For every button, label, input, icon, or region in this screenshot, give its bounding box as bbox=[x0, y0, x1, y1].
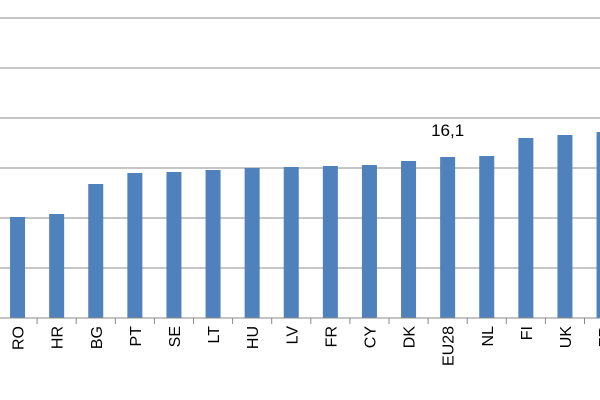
x-tick-label: DK bbox=[402, 326, 419, 349]
bar-fi bbox=[518, 138, 534, 318]
bar-dk bbox=[401, 161, 417, 318]
bar-ro bbox=[10, 217, 26, 318]
x-tick-label: UK bbox=[558, 326, 575, 349]
x-tick-label: BG bbox=[89, 326, 106, 349]
x-tick-label: HR bbox=[50, 326, 67, 349]
x-tick-labels: RO HR BG PT SE LT HU LV FR CY DK EU28 NL FI UK FR bbox=[11, 326, 600, 366]
bar-hr bbox=[49, 214, 65, 318]
bar-hu bbox=[244, 168, 260, 318]
bar-nl bbox=[479, 156, 495, 318]
x-tick-label: NL bbox=[480, 326, 497, 347]
x-tick-label: CY bbox=[362, 326, 379, 349]
bar-eu28 bbox=[440, 157, 456, 318]
x-tick-label: FR bbox=[323, 326, 340, 347]
bar-lt bbox=[205, 170, 221, 318]
data-labels: 16,1 bbox=[431, 121, 464, 140]
x-tick-label: SE bbox=[167, 326, 184, 347]
bar-lv bbox=[283, 167, 299, 318]
bars bbox=[10, 132, 600, 318]
bar-bg bbox=[88, 184, 104, 318]
x-tick-label: PT bbox=[128, 326, 145, 347]
bar-uk bbox=[557, 135, 573, 318]
x-tick-label: EU28 bbox=[441, 326, 458, 366]
bar-fr bbox=[596, 132, 600, 318]
x-tick-label: LT bbox=[206, 326, 223, 344]
x-tick-label: FR bbox=[597, 326, 600, 347]
bar-se bbox=[166, 172, 182, 318]
x-axis-ticks bbox=[36, 318, 585, 324]
x-tick-label: LV bbox=[284, 326, 301, 345]
x-tick-label: FI bbox=[519, 326, 536, 340]
bar-pt bbox=[127, 173, 143, 318]
bar-fr bbox=[322, 166, 338, 318]
bar-cy bbox=[361, 165, 377, 318]
x-tick-label: RO bbox=[11, 326, 28, 350]
x-tick-label: HU bbox=[245, 326, 262, 349]
data-label: 16,1 bbox=[431, 121, 464, 140]
